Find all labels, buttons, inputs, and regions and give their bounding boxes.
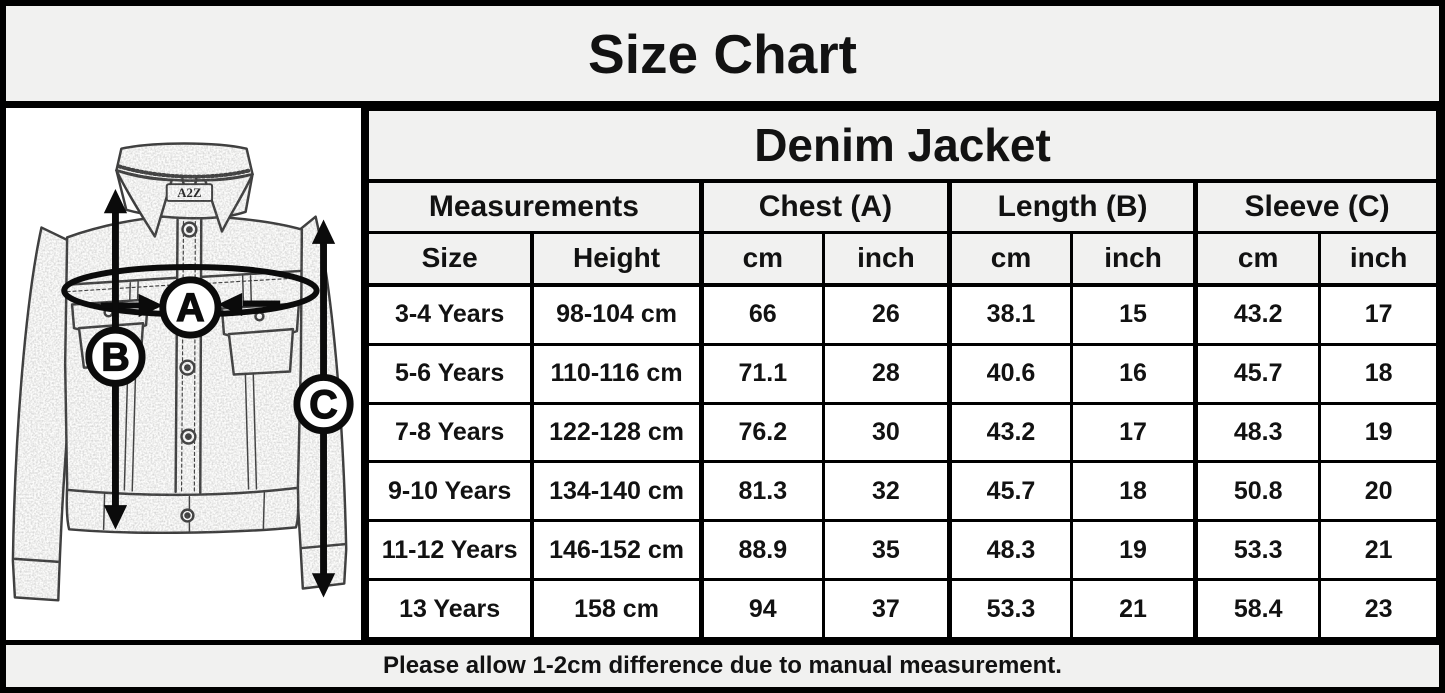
cell-length-cm: 40.6 [947,342,1073,405]
group-header-row: Measurements Chest (A) Length (B) Sleeve… [366,179,1439,234]
cell-sleeve-inch: 23 [1318,578,1439,640]
cell-sleeve-inch: 19 [1318,401,1439,464]
marker-c-circle [293,374,354,435]
cell-height: 122-128 cm [530,401,703,464]
sketch-texture [12,143,347,601]
subheader-sleeve-inch: inch [1318,231,1439,287]
cell-sleeve-cm: 43.2 [1193,283,1322,346]
cell-sleeve-cm: 53.3 [1193,519,1322,582]
jacket-diagram-panel: A2Z [6,108,366,640]
cell-chest-inch: 35 [822,519,952,582]
cell-height: 134-140 cm [530,460,703,523]
cell-length-cm: 38.1 [947,283,1073,346]
marker-a-label: A [176,286,204,330]
cell-height: 146-152 cm [530,519,703,582]
size-table: Denim Jacket Measurements Chest (A) Leng… [366,108,1439,640]
measurement-markers: A B C [85,276,354,435]
cell-length-cm: 43.2 [947,401,1073,464]
subheader-size: Size [366,231,534,287]
product-header-row: Denim Jacket [366,108,1439,183]
header-sleeve: Sleeve (C) [1193,179,1439,234]
cell-size: 9-10 Years [366,460,534,523]
subheader-height: Height [530,231,703,287]
cell-chest-inch: 32 [822,460,952,523]
marker-b-label: B [101,336,129,380]
subheader-length-cm: cm [947,231,1073,287]
cell-size: 3-4 Years [366,283,534,346]
size-table-panel: Denim Jacket Measurements Chest (A) Leng… [366,108,1439,640]
cell-sleeve-inch: 21 [1318,519,1439,582]
product-title: Denim Jacket [366,108,1439,183]
cell-height: 110-116 cm [530,342,703,405]
cell-size: 13 Years [366,578,534,640]
cell-length-inch: 15 [1070,283,1198,346]
cell-length-inch: 17 [1070,401,1198,464]
page-title: Size Chart [588,22,857,85]
header-length: Length (B) [947,179,1198,234]
cell-sleeve-cm: 58.4 [1193,578,1322,640]
table-row: 5-6 Years 110-116 cm 71.1 28 40.6 16 45.… [366,342,1439,405]
header-chest: Chest (A) [698,179,952,234]
table-row: 7-8 Years 122-128 cm 76.2 30 43.2 17 48.… [366,401,1439,464]
cell-chest-cm: 88.9 [698,519,825,582]
cell-length-inch: 19 [1070,519,1198,582]
marker-a-circle [159,276,222,339]
cell-sleeve-inch: 20 [1318,460,1439,523]
cell-sleeve-inch: 18 [1318,342,1439,405]
header-measurements: Measurements [366,179,703,234]
marker-c-label: C [309,383,337,427]
cell-length-cm: 48.3 [947,519,1073,582]
footer-note: Please allow 1-2cm difference due to man… [6,640,1439,687]
cell-chest-inch: 37 [822,578,952,640]
cell-length-inch: 21 [1070,578,1198,640]
subheader-chest-inch: inch [822,231,952,287]
cell-size: 5-6 Years [366,342,534,405]
sub-header-row: Size Height cm inch cm inch cm inch [366,231,1439,287]
table-row: 9-10 Years 134-140 cm 81.3 32 45.7 18 50… [366,460,1439,523]
cell-chest-inch: 30 [822,401,952,464]
cell-chest-cm: 81.3 [698,460,825,523]
cell-chest-cm: 76.2 [698,401,825,464]
cell-length-cm: 53.3 [947,578,1073,640]
cell-chest-cm: 94 [698,578,825,640]
cell-chest-cm: 66 [698,283,825,346]
marker-b-circle [85,326,146,387]
cell-sleeve-cm: 50.8 [1193,460,1322,523]
cell-sleeve-inch: 17 [1318,283,1439,346]
cell-height: 158 cm [530,578,703,640]
cell-sleeve-cm: 48.3 [1193,401,1322,464]
table-row: 11-12 Years 146-152 cm 88.9 35 48.3 19 5… [366,519,1439,582]
cell-chest-cm: 71.1 [698,342,825,405]
table-row: 13 Years 158 cm 94 37 53.3 21 58.4 23 [366,578,1439,640]
denim-jacket-diagram: A2Z [11,142,354,602]
cell-length-cm: 45.7 [947,460,1073,523]
table-row: 3-4 Years 98-104 cm 66 26 38.1 15 43.2 1… [366,283,1439,346]
cell-length-inch: 16 [1070,342,1198,405]
title-bar: Size Chart [6,6,1439,108]
cell-chest-inch: 26 [822,283,952,346]
cell-chest-inch: 28 [822,342,952,405]
footer-note-text: Please allow 1-2cm difference due to man… [383,652,1062,679]
cell-size: 7-8 Years [366,401,534,464]
cell-length-inch: 18 [1070,460,1198,523]
cell-size: 11-12 Years [366,519,534,582]
cell-height: 98-104 cm [530,283,703,346]
content-area: A2Z [6,108,1439,640]
subheader-sleeve-cm: cm [1193,231,1322,287]
subheader-length-inch: inch [1070,231,1198,287]
cell-sleeve-cm: 45.7 [1193,342,1322,405]
subheader-chest-cm: cm [698,231,825,287]
